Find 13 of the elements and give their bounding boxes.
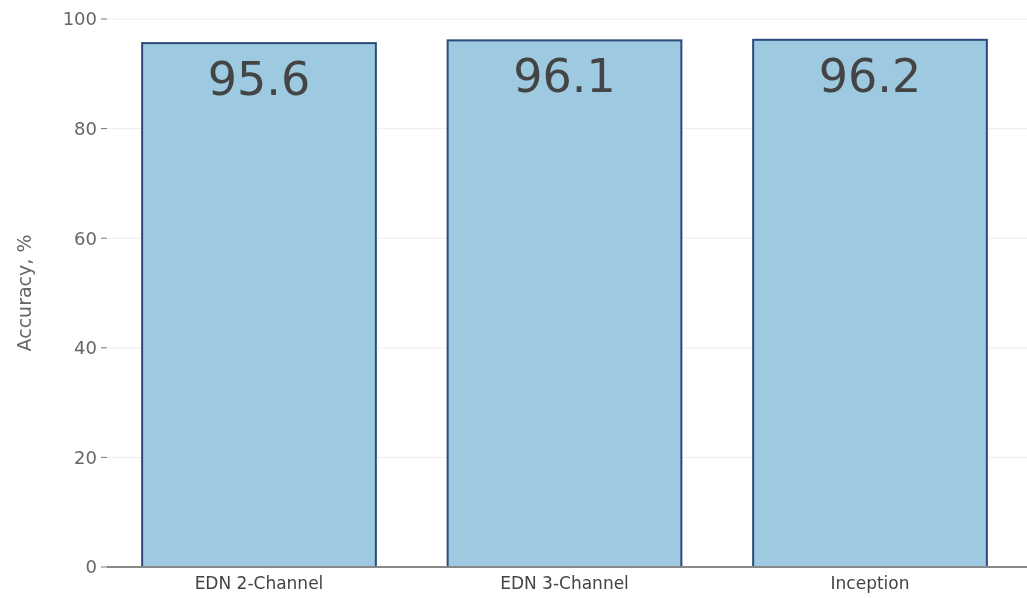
y-tick-label: 60 xyxy=(74,227,97,249)
x-tick-label: EDN 2-Channel xyxy=(194,573,324,593)
x-tick-label: EDN 3-Channel xyxy=(500,573,629,593)
y-axis-title: Accuracy, % xyxy=(13,234,35,352)
y-tick-label: 20 xyxy=(74,446,97,468)
data-label: 96.2 xyxy=(818,48,922,103)
y-tick-label: 0 xyxy=(85,556,97,578)
y-tick-label: 80 xyxy=(74,117,97,139)
data-label: 96.1 xyxy=(513,49,616,104)
data-label: 95.6 xyxy=(207,52,311,107)
y-tick-label: 40 xyxy=(74,337,97,359)
y-tick-label: 100 xyxy=(62,8,97,30)
x-tick-label: Inception xyxy=(830,573,910,593)
